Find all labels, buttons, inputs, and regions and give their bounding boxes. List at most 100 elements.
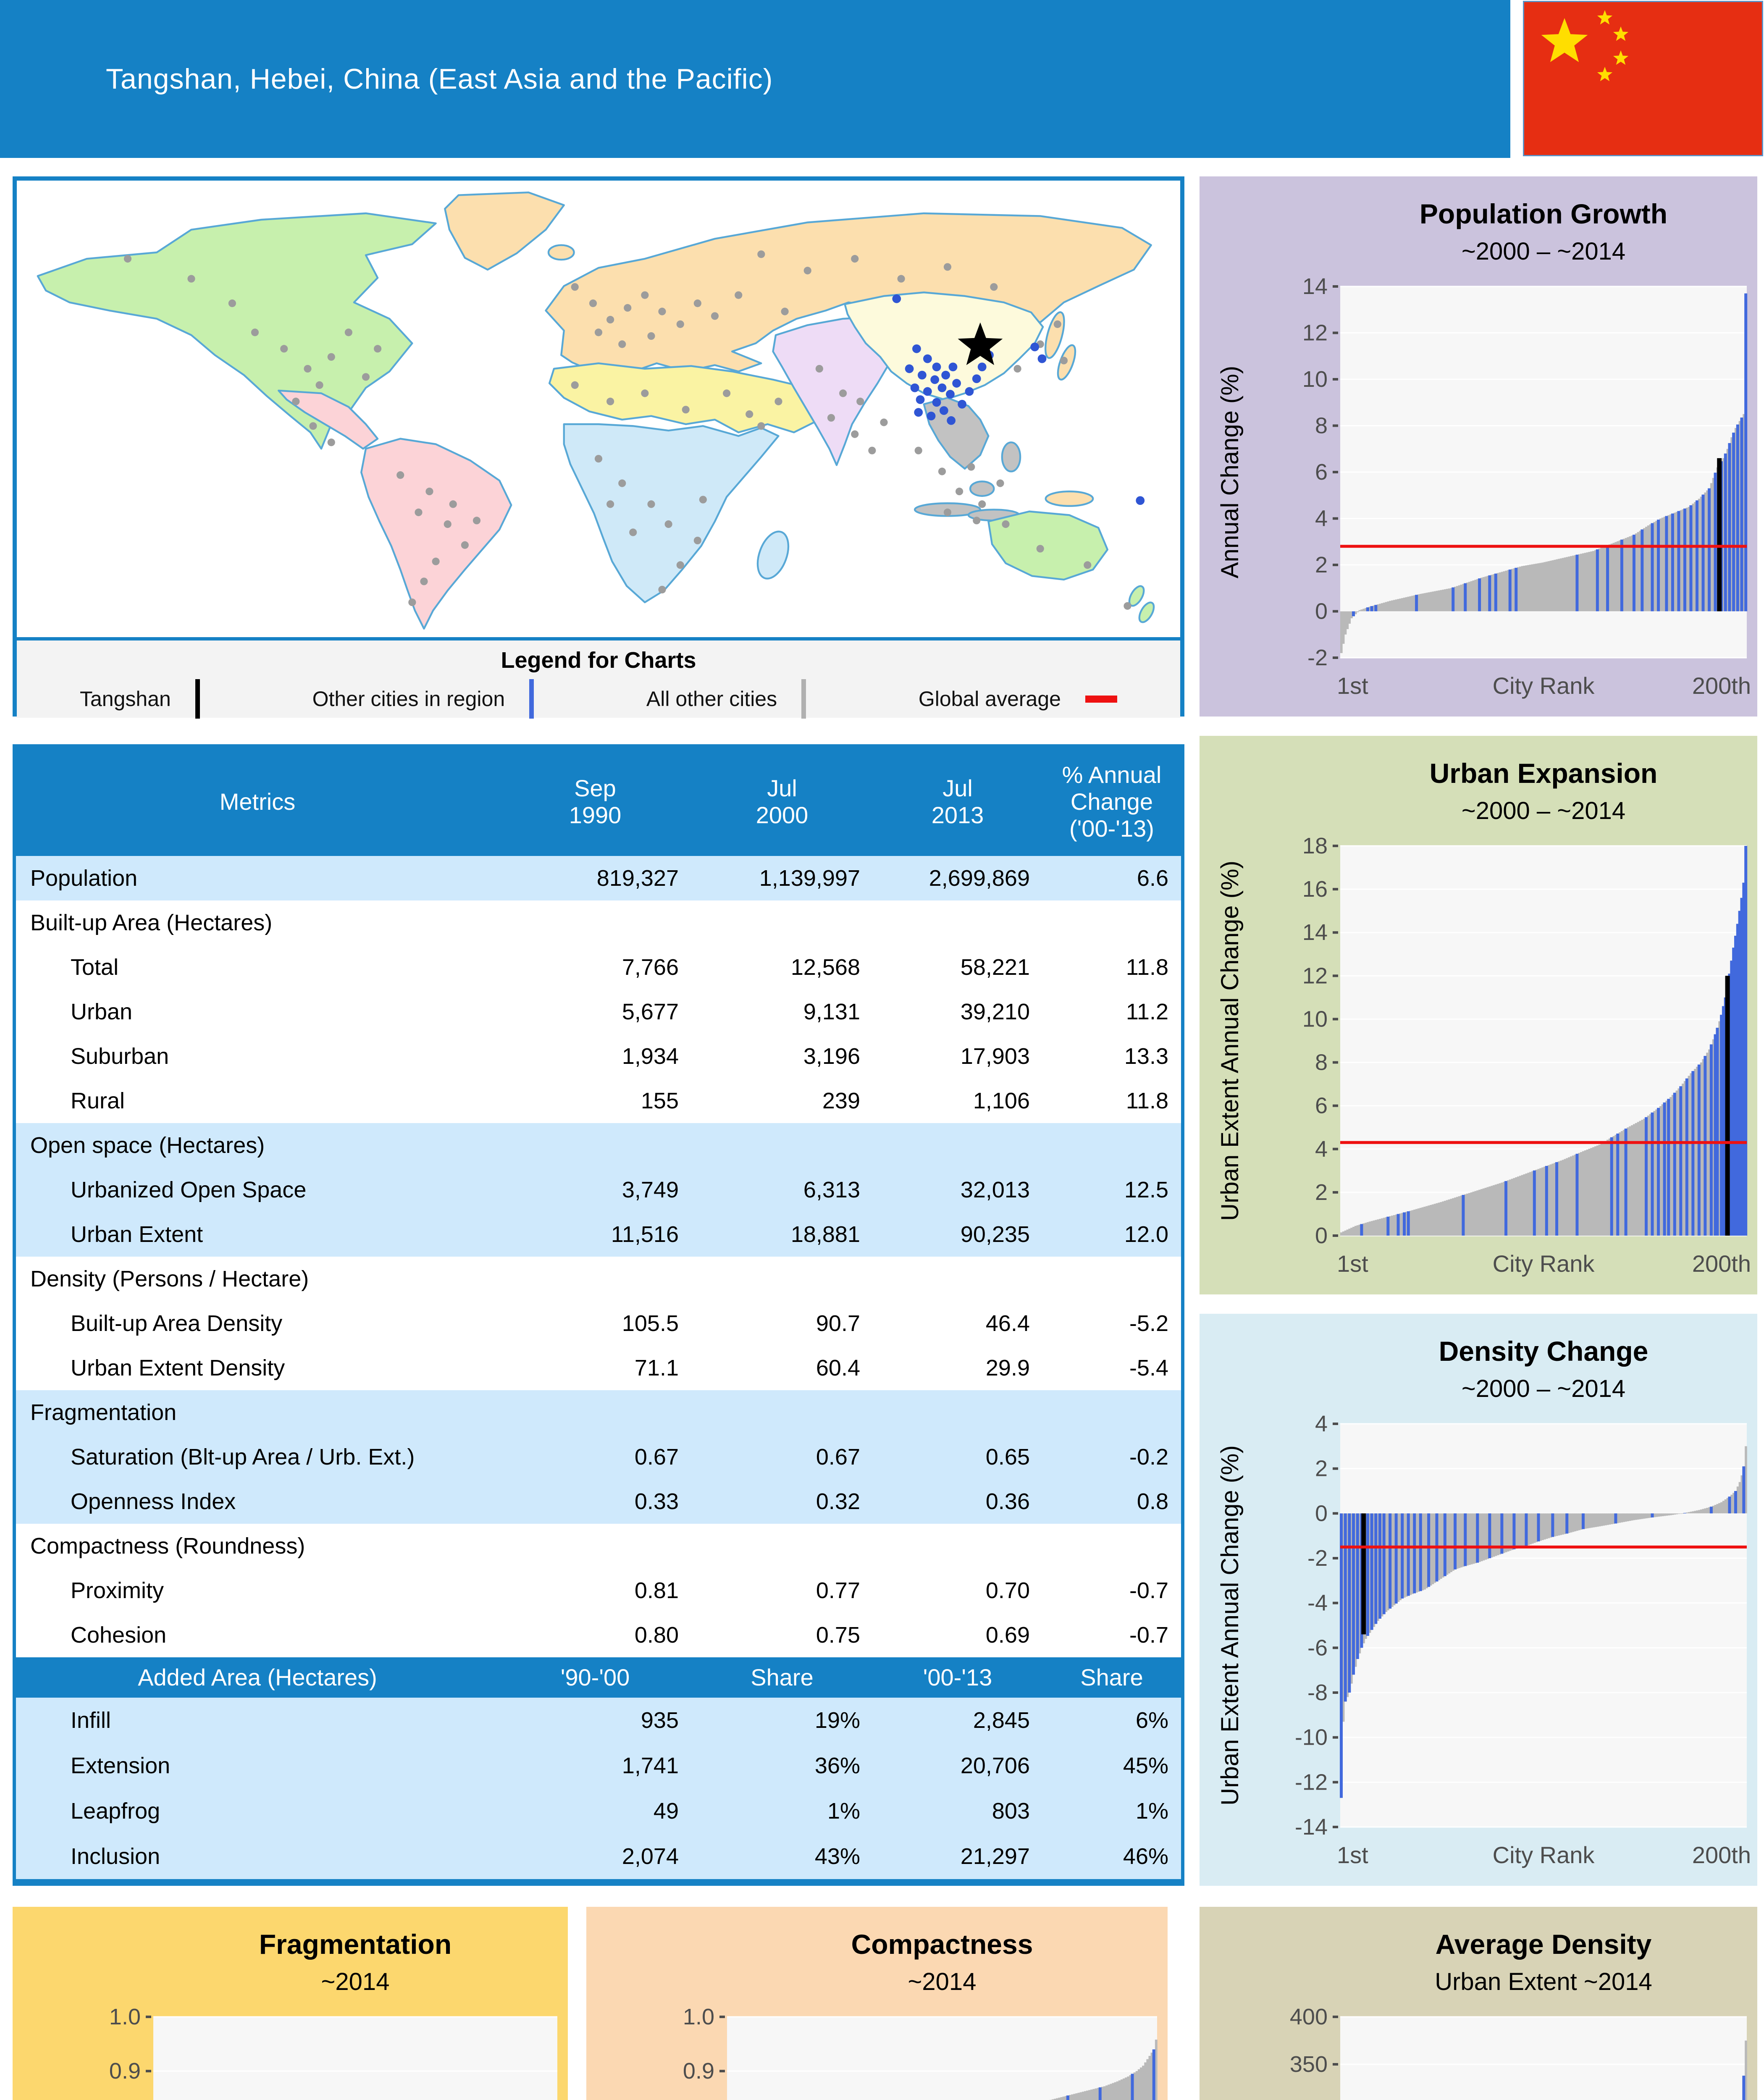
cell-value: 1,934 [622,1044,679,1069]
cell-value: -5.4 [1129,1355,1168,1381]
column-header: '90-'00 [560,1664,630,1691]
row-label: Urban Extent Density [71,1355,285,1381]
row-label: Urban Extent [71,1222,203,1247]
other-city-dot [914,446,922,454]
other-city-dot [693,536,701,545]
region-mexico-central-america [278,389,379,450]
chart-subtitle: ~2000 – ~2014 [1462,1375,1625,1402]
other-city-dot [641,291,649,299]
tangshan-star-marker [958,322,1003,365]
cell-value: 3,749 [622,1177,679,1202]
column-header: Jul 2000 [756,775,808,828]
row-label: Built-up Area Density [71,1311,283,1336]
new-guinea [1045,490,1094,507]
cell-value: 0.33 [634,1489,679,1514]
world-map [37,191,1155,630]
cell-value: 11.8 [1126,955,1168,980]
flag-big-star [1541,18,1588,62]
cell-value [873,1123,1042,1168]
chart-title: Density Change [1439,1336,1648,1367]
cell-value: 0.80 [634,1622,679,1648]
cell-value [691,1123,873,1168]
cell-value: 12,568 [790,955,860,980]
cell-value: 0.36 [985,1489,1030,1514]
cell-value: 39,210 [960,999,1030,1024]
region-city-dot [977,362,987,372]
other-city-dot [594,455,603,463]
cell-value: -0.7 [1129,1578,1168,1603]
table-row: Proximity 0.81 0.77 0.70 -0.7 [16,1568,1181,1613]
cell-value: -0.7 [1129,1622,1168,1648]
cell-value: 90,235 [960,1222,1030,1247]
tangshan-bar [1725,976,1730,1236]
cell-value [1042,900,1181,945]
other-city-dot [757,250,765,258]
cell-value: 3,196 [803,1044,860,1069]
x-label-first: 1st [1337,1842,1368,1868]
other-city-dot [658,585,666,593]
table-row: Fragmentation [16,1390,1181,1435]
svg-text:0.9: 0.9 [109,2058,141,2084]
red-line-marker [1085,695,1117,703]
chart-subtitle: ~2000 – ~2014 [1462,797,1625,824]
row-label: Proximity [71,1578,164,1603]
svg-text:1.0: 1.0 [109,2004,141,2029]
column-header: Sep 1990 [569,775,622,828]
row-label: Rural [71,1088,125,1113]
other-city-dot [803,267,811,275]
region-city-dot [923,387,932,396]
cell-value: 9,131 [803,999,860,1024]
cell-value: 12.0 [1124,1222,1168,1247]
other-city-dot [251,328,259,336]
cell-value: 1,741 [622,1753,679,1778]
other-city-dot [996,479,1004,487]
cell-value: 105.5 [622,1311,679,1336]
region-city-dot [941,370,950,380]
legend-label: Other cities in region [312,687,505,711]
table-row: Rural 155 239 1,106 11.8 [16,1079,1181,1123]
other-city-dot [408,598,416,606]
svg-text:-12: -12 [1295,1769,1328,1795]
region-city-dot [958,399,967,409]
region-city-dot [932,362,941,372]
row-label: Total [71,955,119,980]
cell-value [691,900,873,945]
svg-text:300: 300 [1290,2099,1328,2100]
other-city-dot [444,520,452,528]
svg-text:12: 12 [1302,963,1328,988]
other-city-dot [571,283,579,291]
other-city-dot [1036,545,1044,553]
borneo [969,480,995,497]
region-city-dot [939,406,948,415]
chart-svg-avg: 050100150200250300350400Average DensityU… [1290,1929,1747,2100]
bars-layer [1340,293,1748,653]
svg-text:2: 2 [1315,1456,1328,1481]
cell-value: 1% [1135,1798,1168,1824]
other-city-dot [664,520,672,528]
other-city-dot [571,381,579,389]
other-city-dot [396,471,404,479]
other-city-dot [711,312,719,320]
china-flag-icon [1523,1,1763,156]
legend-item: All other cities [646,679,806,719]
x-label-last: 200th [1692,1250,1751,1277]
row-label: Built-up Area (Hectares) [30,910,273,935]
svg-text:400: 400 [1290,2004,1328,2029]
chart-title: Fragmentation [259,1929,452,1960]
row-label: Fragmentation [30,1400,177,1425]
column-header: '00-'13 [923,1664,992,1691]
svg-text:-6: -6 [1307,1635,1328,1660]
cell-value: 11.2 [1126,999,1168,1024]
table-row: Density (Persons / Hectare) [16,1257,1181,1301]
legend-item: Tangshan [80,679,200,719]
other-city-dot [315,381,323,389]
cell-value: 6% [1135,1708,1168,1733]
other-city-dot [1060,357,1068,365]
row-label: Cohesion [71,1622,167,1648]
metrics-table: Metrics Sep 1990 Jul 2000 Jul 2013 % Annual … [13,744,1184,1886]
other-city-dot [943,263,952,271]
cell-value: 155 [640,1088,679,1113]
chart-compactness: 0.30.40.50.60.70.80.91.0Compactness~2014… [586,1907,1168,2100]
other-city-dot [1002,520,1010,528]
flag-small-star [1613,50,1629,65]
